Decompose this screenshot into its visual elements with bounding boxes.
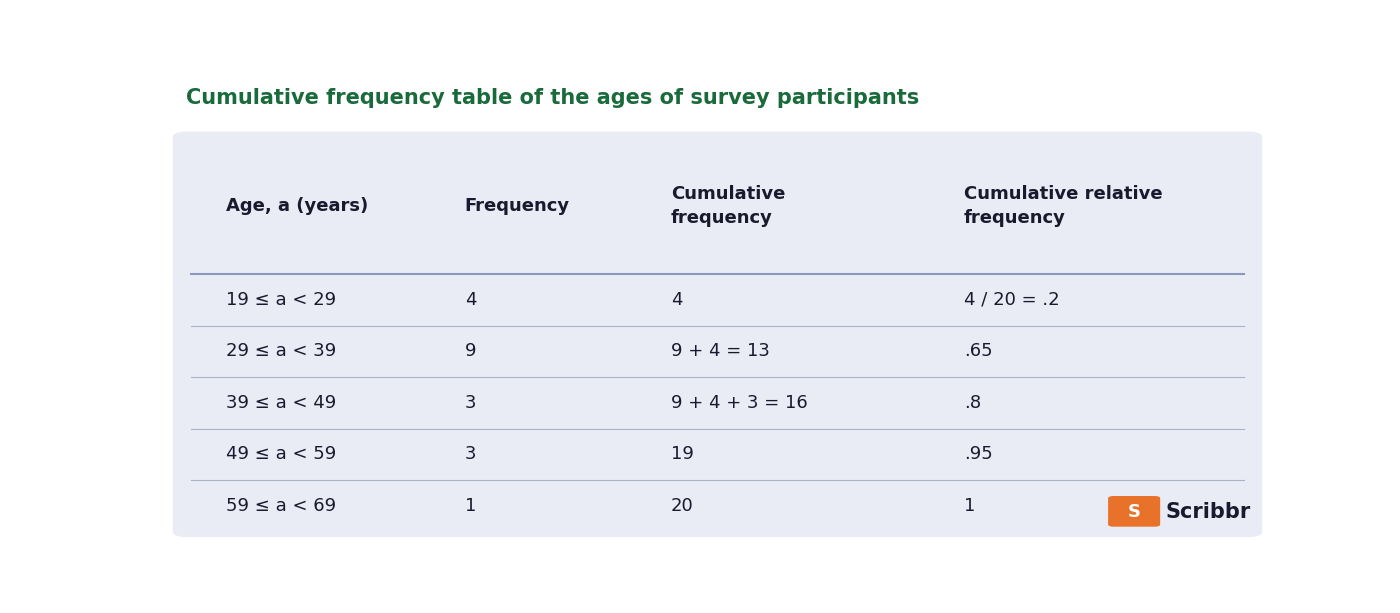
Text: 4: 4 [465,291,476,309]
Text: .95: .95 [963,445,993,463]
Text: 20: 20 [671,497,693,515]
FancyBboxPatch shape [1109,496,1161,527]
Text: .8: .8 [963,394,981,412]
Text: Cumulative
frequency: Cumulative frequency [671,185,785,227]
Text: .65: .65 [963,342,993,360]
FancyBboxPatch shape [172,132,1263,537]
Text: 49 ≤ a < 59: 49 ≤ a < 59 [225,445,336,463]
Text: 9 + 4 + 3 = 16: 9 + 4 + 3 = 16 [671,394,808,412]
Text: Cumulative frequency table of the ages of survey participants: Cumulative frequency table of the ages o… [186,88,918,108]
Text: 19: 19 [671,445,694,463]
Text: Scribbr: Scribbr [1166,501,1250,522]
Text: Frequency: Frequency [465,197,570,215]
Text: 29 ≤ a < 39: 29 ≤ a < 39 [225,342,336,360]
Text: 4: 4 [671,291,682,309]
Text: 1: 1 [963,497,976,515]
Text: 4 / 20 = .2: 4 / 20 = .2 [963,291,1060,309]
Text: 1: 1 [465,497,476,515]
Text: 19 ≤ a < 29: 19 ≤ a < 29 [225,291,336,309]
Text: S: S [1127,503,1141,520]
Text: 59 ≤ a < 69: 59 ≤ a < 69 [225,497,336,515]
Text: 3: 3 [465,394,476,412]
Text: 39 ≤ a < 49: 39 ≤ a < 49 [225,394,336,412]
Text: 3: 3 [465,445,476,463]
Text: Age, a (years): Age, a (years) [225,197,368,215]
Text: 9 + 4 = 13: 9 + 4 = 13 [671,342,770,360]
Text: Cumulative relative
frequency: Cumulative relative frequency [963,185,1162,227]
Text: 9: 9 [465,342,476,360]
